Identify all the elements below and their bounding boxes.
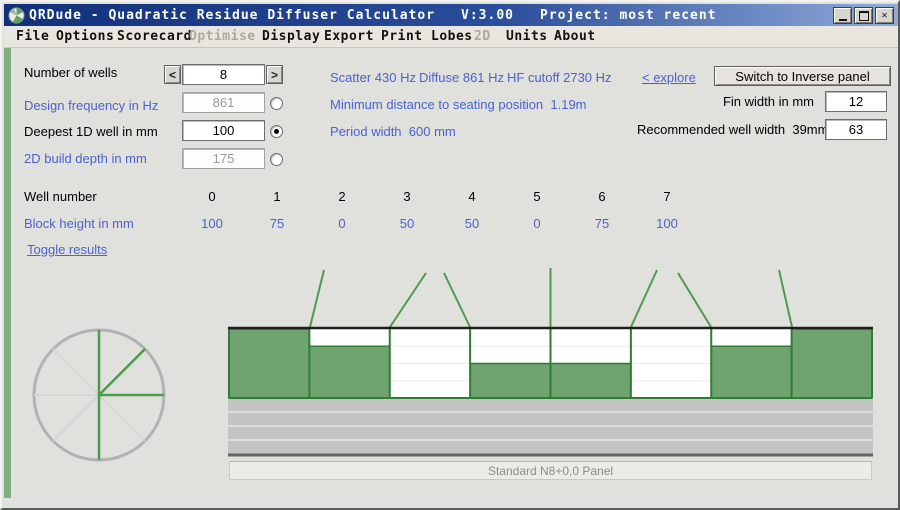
well-width-input[interactable]: 63 [825, 119, 887, 140]
phase-wheel [32, 328, 166, 462]
design-frequency-input: 861 [182, 92, 265, 113]
block-height-cell: 50 [464, 216, 480, 231]
minimize-icon [838, 18, 847, 21]
close-icon: ✕ [881, 10, 888, 21]
build-depth-input: 175 [182, 148, 265, 169]
wells-decrement-button[interactable]: < [164, 65, 181, 84]
min-distance-value: Minimum distance to seating position 1.1… [330, 97, 587, 112]
title-bar: QRDude - Quadratic Residue Diffuser Calc… [4, 4, 898, 26]
well-number-cell: 5 [533, 189, 541, 204]
deepest-well-label: Deepest 1D well in mm [24, 124, 158, 139]
build-depth-label: 2D build depth in mm [24, 151, 147, 166]
deepest-well-radio[interactable] [270, 125, 283, 138]
fin-width-input[interactable]: 12 [825, 91, 887, 112]
well-number-cell: 7 [663, 189, 671, 204]
diffuse-value: Diffuse 861 Hz [419, 70, 505, 85]
design-frequency-label: Design frequency in Hz [24, 98, 159, 113]
app-logo-icon [8, 6, 25, 24]
well-number-row-label: Well number [24, 189, 97, 204]
panel-cross-section [228, 326, 873, 399]
block-height-cell: 100 [656, 216, 678, 231]
close-button[interactable]: ✕ [875, 7, 894, 24]
wells-count-input[interactable]: 8 [182, 64, 265, 85]
wells-increment-button[interactable]: > [266, 65, 283, 84]
menu-bar: File Options Scorecard Optimise Display … [4, 26, 898, 48]
recommended-well-width-label: Recommended well width 39mm [637, 122, 829, 137]
menu-file[interactable]: File [16, 29, 50, 44]
menu-units[interactable]: Units [506, 29, 548, 44]
well-number-cell: 0 [208, 189, 216, 204]
block-height-cell: 0 [338, 216, 346, 231]
block-height-row-label: Block height in mm [24, 216, 134, 231]
maximize-icon [858, 10, 869, 21]
well-number-cell: 6 [598, 189, 606, 204]
block-height-cell: 50 [399, 216, 415, 231]
block-height-cell: 0 [533, 216, 541, 231]
build-depth-radio[interactable] [270, 153, 283, 166]
menu-scorecard[interactable]: Scorecard [117, 29, 192, 44]
toggle-results-link[interactable]: Toggle results [27, 242, 108, 257]
menu-display[interactable]: Display [262, 29, 321, 44]
panel-caption: Standard N8+0,0 Panel [229, 461, 872, 480]
fin-fan-lines [309, 268, 793, 328]
switch-to-inverse-button[interactable]: Switch to Inverse panel [714, 66, 891, 86]
scatter-value: Scatter 430 Hz [330, 70, 416, 85]
well-number-cell: 3 [403, 189, 411, 204]
block-height-cell: 75 [269, 216, 285, 231]
block-height-cell: 100 [201, 216, 223, 231]
menu-options[interactable]: Options [56, 29, 115, 44]
menu-about[interactable]: About [554, 29, 596, 44]
explore-link[interactable]: < explore [642, 70, 696, 85]
menu-lobes[interactable]: Lobes [431, 29, 473, 44]
number-of-wells-label: Number of wells [24, 65, 118, 80]
menu-optimise: Optimise [189, 29, 256, 44]
minimize-button[interactable] [833, 7, 852, 24]
block-height-cell: 75 [594, 216, 610, 231]
menu-print[interactable]: Print [381, 29, 423, 44]
window-version: V:3.00 [461, 7, 514, 23]
menu-export[interactable]: Export [324, 29, 374, 44]
deepest-well-input[interactable]: 100 [182, 120, 265, 141]
well-number-cell: 1 [273, 189, 281, 204]
menu-2d: 2D [474, 29, 491, 44]
window-project: Project: most recent [540, 7, 717, 23]
maximize-button[interactable] [854, 7, 873, 24]
fin-width-label: Fin width in mm [722, 94, 814, 109]
well-number-cell: 2 [338, 189, 346, 204]
window-controls: ✕ [831, 7, 894, 24]
panel-base [228, 398, 873, 457]
period-width-value: Period width 600 mm [330, 124, 456, 139]
window-title: QRDude - Quadratic Residue Diffuser Calc… [29, 7, 436, 23]
left-accent-strip [4, 48, 11, 498]
design-frequency-radio[interactable] [270, 97, 283, 110]
hf-cutoff-value: HF cutoff 2730 Hz [507, 70, 612, 85]
well-number-cell: 4 [468, 189, 476, 204]
